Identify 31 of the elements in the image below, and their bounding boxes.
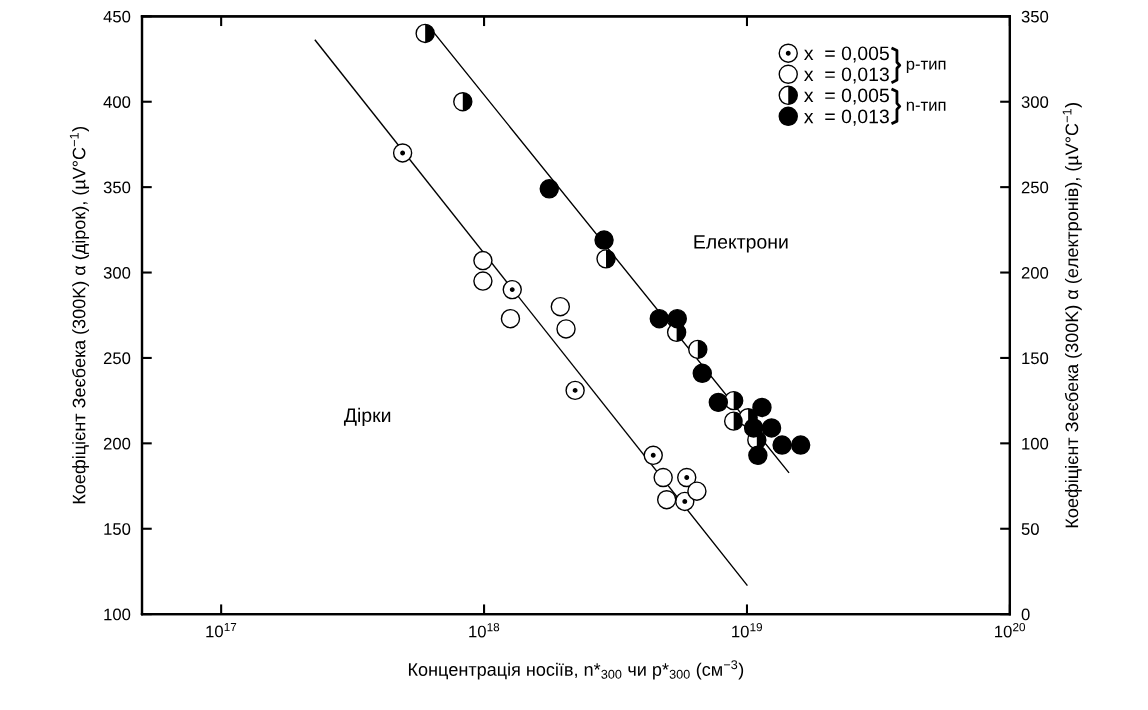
y-axis-title: Коефіцієнт Зеєбека (300K) α (дірок), (µV°C$^{−1}$) [69, 127, 89, 504]
y2-tick-label: 150 [1022, 352, 1049, 365]
legend-label: x = 0,005 [804, 46, 889, 63]
y-tick-label: 300 [103, 266, 131, 279]
x-axis-title: Концентрація носіїв, n*$_{300}$ чи p*$_{300}$ (см$^{−3}$) [408, 660, 744, 680]
y-tick-label: 100 [104, 608, 131, 621]
y2-axis-title: Коефіцієнт Зеєбека (300K) α (електронів), (µV°C$^{−1}$) [1062, 103, 1082, 528]
x-tick-label: 10$^{19}$ [732, 623, 763, 638]
annotation: Електрони [694, 235, 788, 253]
y2-tick-label: 100 [1022, 437, 1049, 450]
x-tick-label: 10$^{18}$ [469, 623, 500, 638]
y-tick-label: 450 [103, 10, 131, 23]
legend-label: x = 0,013 [804, 109, 889, 126]
y-tick-label: 350 [103, 181, 131, 194]
y2-tick-label: 50 [1021, 523, 1039, 535]
y2-tick-label: 200 [1021, 266, 1049, 279]
y-tick-label: 400 [103, 96, 131, 108]
y2-tick-label: 250 [1021, 181, 1049, 194]
annotation: Дірки [343, 407, 391, 426]
x-tick-label: 10$^{20}$ [995, 623, 1026, 638]
legend-label: x = 0,013 [804, 67, 889, 84]
x-tick-label: 10$^{17}$ [206, 623, 237, 638]
y2-tick-label: 300 [1021, 96, 1049, 108]
y2-tick-label: 350 [1021, 10, 1049, 23]
y-tick-label: 200 [103, 437, 131, 450]
annotation: p-тип [906, 60, 946, 74]
y2-tick-label: 0 [1021, 608, 1030, 621]
legend-label: x = 0,005 [804, 88, 889, 105]
annotation: n-тип [906, 101, 946, 111]
y-tick-label: 150 [104, 523, 131, 535]
y-tick-label: 250 [103, 352, 131, 365]
